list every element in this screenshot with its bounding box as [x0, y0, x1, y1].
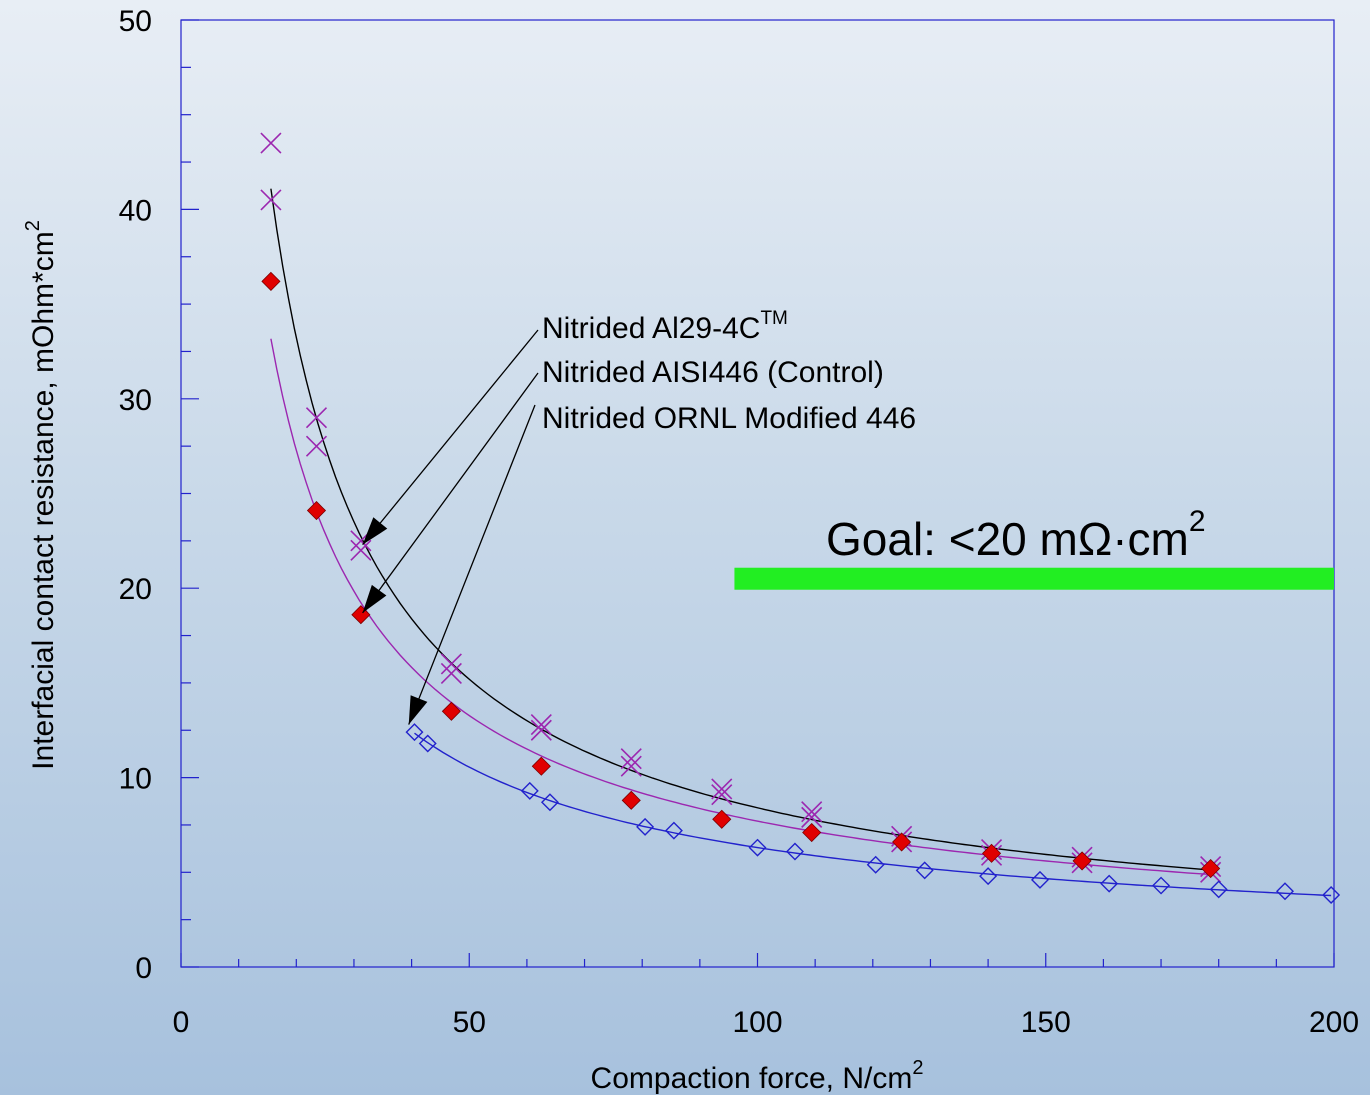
- data-point-diamond-filled: [441, 701, 461, 721]
- data-point-diamond-open: [636, 817, 655, 836]
- data-point-diamond-filled: [892, 832, 912, 852]
- y-tick-label: 50: [119, 5, 152, 38]
- minor-ticks: [180, 19, 1335, 968]
- data-point-diamond-filled: [1072, 851, 1092, 871]
- plot-frame: [180, 19, 1335, 968]
- x-tick-label: 150: [1021, 1006, 1071, 1039]
- data-point-diamond-open: [866, 855, 885, 874]
- x-tick-label: 0: [173, 1006, 190, 1039]
- data-point-x-marker: [801, 806, 823, 828]
- x-tick-labels: 0 50 100 150 200: [173, 1006, 1359, 1039]
- y-tick-label: 30: [119, 384, 152, 417]
- fit-curve-2: [414, 732, 1332, 897]
- data-point-x-marker: [711, 778, 733, 800]
- plot-border: [180, 19, 1335, 968]
- x-axis-title: Compaction force, N/cm2: [591, 1057, 924, 1095]
- data-point-diamond-open: [405, 723, 424, 742]
- data-point-x-marker: [530, 714, 552, 736]
- y-tick-label: 10: [119, 763, 152, 796]
- data-point-diamond-open: [748, 838, 767, 857]
- data-point-diamond-open: [1030, 870, 1049, 889]
- data-point-x-marker: [305, 407, 328, 429]
- data-point-diamond-open: [540, 793, 559, 812]
- data-point-x-marker: [801, 801, 823, 823]
- annotation-arrow-head: [362, 584, 387, 613]
- annotation-arrow-line: [362, 329, 539, 546]
- data-point-diamond-open: [1209, 880, 1228, 899]
- fit-curves: [270, 188, 1332, 897]
- data-point-diamond-open: [520, 781, 539, 800]
- data-point-diamond-open: [1152, 876, 1171, 895]
- data-point-x-marker: [711, 784, 733, 806]
- annotation-arrow-line: [362, 372, 539, 614]
- x-tick-label: 100: [732, 1006, 782, 1039]
- data-point-diamond-open: [979, 867, 998, 886]
- data-point-x-marker: [620, 755, 642, 777]
- data-point-diamond-open: [785, 842, 804, 861]
- x-tick-label: 50: [453, 1006, 486, 1039]
- data-point-x-marker: [440, 662, 462, 684]
- y-tick-label: 0: [135, 952, 152, 985]
- data-point-diamond-filled: [712, 809, 732, 829]
- annotation-arrow-head: [362, 517, 388, 545]
- data-point-x-marker: [260, 132, 282, 154]
- y-axis-title: Interfacial contact resistance, mOhm*cm2: [22, 220, 60, 770]
- data-point-diamond-open: [1322, 886, 1341, 905]
- data-point-diamond-filled: [531, 756, 551, 776]
- data-point-x-marker: [260, 189, 282, 211]
- goal-label: Goal: <20 mΩ·cm2: [826, 505, 1206, 565]
- data-point-x-marker: [440, 653, 462, 675]
- data-point-diamond-open: [664, 821, 683, 840]
- data-point-diamond-filled: [306, 500, 327, 521]
- data-point-diamond-filled: [1201, 858, 1221, 879]
- annotation-ornl-modified-446: Nitrided ORNL Modified 446: [542, 402, 916, 435]
- data-point-diamond-open: [1276, 882, 1294, 901]
- data-point-diamond-open: [418, 734, 437, 753]
- x-tick-label: 200: [1309, 1006, 1359, 1039]
- data-point-x-marker: [305, 435, 328, 457]
- fit-curve-1: [270, 338, 1211, 876]
- data-point-diamond-filled: [981, 843, 1002, 863]
- goal-line: [734, 567, 1334, 590]
- data-point-diamond-filled: [621, 790, 641, 810]
- goal-bar: [734, 567, 1334, 590]
- y-tick-label: 40: [119, 194, 152, 227]
- data-point-diamond-filled: [802, 822, 822, 843]
- y-tick-label: 20: [119, 573, 152, 606]
- annotation-aisi446-control: Nitrided AISI446 (Control): [542, 356, 884, 389]
- annotation-arrow-line: [408, 404, 536, 725]
- fit-curve-0: [270, 188, 1211, 871]
- data-point-diamond-open: [1100, 874, 1119, 893]
- data-point-x-marker: [350, 539, 372, 561]
- annotation-arrow-head: [408, 695, 428, 725]
- data-markers: [260, 132, 1341, 905]
- y-tick-labels: 0 10 20 30 40 50: [119, 5, 152, 985]
- data-point-x-marker: [530, 719, 552, 741]
- data-point-diamond-filled: [261, 271, 281, 291]
- annotation-al29-4c: Nitrided Al29-4CTM: [542, 308, 788, 345]
- data-point-x-marker: [620, 748, 642, 770]
- annotation-arrows: [362, 329, 539, 725]
- data-point-diamond-open: [915, 861, 934, 880]
